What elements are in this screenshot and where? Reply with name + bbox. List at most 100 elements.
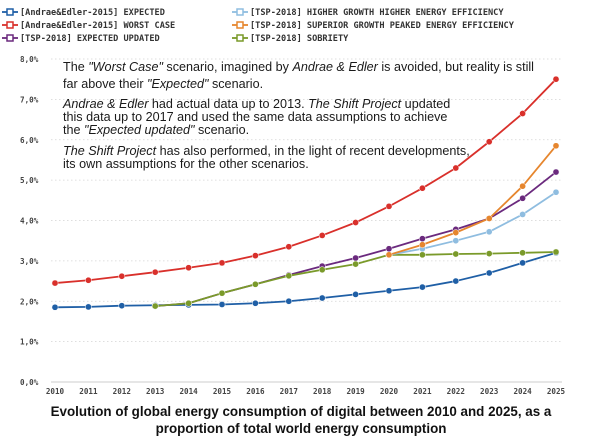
- series-line: [155, 171, 557, 307]
- x-tick-label: 2020: [380, 387, 399, 396]
- x-tick-label: 2013: [146, 387, 165, 396]
- data-point: [452, 164, 460, 172]
- data-point: [419, 251, 426, 259]
- legend-label: [Andrae&Edler-2015] WORST CASE: [20, 21, 175, 31]
- data-point: [185, 264, 192, 272]
- data-point: [519, 211, 526, 218]
- data-point: [519, 259, 526, 267]
- data-point: [252, 299, 259, 307]
- data-point: [552, 248, 560, 256]
- data-point: [419, 241, 426, 249]
- series-line: [54, 78, 557, 284]
- data-point: [151, 268, 159, 276]
- y-tick-label: 1,0%: [20, 338, 39, 347]
- x-tick-label: 2012: [113, 387, 131, 396]
- legend-label: [TSP-2018] SUPERIOR GROWTH PEAKED ENERGY…: [250, 21, 515, 31]
- legend-label: [TSP-2018] EXPECTED UPDATED: [20, 34, 160, 44]
- legend-item: [TSP-2018] HIGHER GROWTH HIGHER ENERGY E…: [232, 8, 504, 18]
- data-point: [385, 287, 393, 295]
- data-point: [519, 249, 526, 257]
- y-tick-label: 5,0%: [20, 176, 39, 185]
- data-point: [51, 279, 59, 287]
- data-point: [385, 245, 393, 253]
- x-tick-label: 2017: [280, 387, 298, 396]
- data-point: [452, 250, 460, 258]
- data-point: [185, 299, 192, 307]
- x-tick-label: 2022: [447, 387, 465, 396]
- legend-item: [TSP-2018] EXPECTED UPDATED: [2, 34, 160, 44]
- data-point: [118, 302, 126, 310]
- series-tsp-2018-superior-growth-peaked-energy-efficiency: [385, 142, 560, 259]
- legend-label: [TSP-2018] HIGHER GROWTH HIGHER ENERGY E…: [250, 8, 504, 18]
- legend-label: [Andrae&Edler-2015] EXPECTED: [20, 8, 165, 18]
- series-andrae-edler-2015-worst-case: [51, 75, 560, 287]
- data-point: [419, 184, 426, 192]
- data-point: [419, 283, 426, 291]
- data-point: [218, 301, 226, 308]
- legend-swatch-marker: [236, 34, 244, 42]
- data-point: [51, 303, 59, 311]
- chart-caption-line-2: proportion of total world energy consump…: [155, 421, 447, 436]
- legend-item: [Andrae&Edler-2015] EXPECTED: [2, 8, 165, 18]
- data-point: [485, 215, 493, 222]
- data-point: [218, 259, 226, 267]
- legend-swatch-marker: [6, 8, 14, 16]
- x-tick-label: 2010: [46, 387, 65, 396]
- legend: [Andrae&Edler-2015] EXPECTED [Andrae&Edle…: [2, 8, 515, 44]
- data-point: [285, 297, 293, 305]
- legend-item: [Andrae&Edler-2015] WORST CASE: [2, 21, 175, 31]
- y-tick-label: 8,0%: [20, 55, 39, 64]
- series-tsp-2018-expected-updated: [151, 168, 560, 310]
- data-point: [85, 276, 92, 284]
- data-point: [552, 168, 560, 176]
- series-line: [54, 251, 557, 309]
- annotation-line: far above their "Expected" scenario.: [63, 77, 263, 91]
- annotation-line: this data up to 2017 and used the same d…: [63, 110, 447, 124]
- x-tick-label: 2025: [547, 387, 566, 396]
- x-tick-label: 2024: [513, 387, 532, 396]
- data-point: [85, 303, 92, 311]
- data-point: [352, 254, 359, 262]
- data-point: [519, 194, 526, 202]
- annotation-text: The "Worst Case" scenario, imagined by A…: [62, 60, 534, 171]
- annotation-line: the "Expected updated" scenario.: [63, 123, 249, 137]
- legend-item: [TSP-2018] SUPERIOR GROWTH PEAKED ENERGY…: [232, 21, 515, 31]
- legend-label: [TSP-2018] SOBRIETY: [250, 34, 349, 44]
- x-tick-label: 2011: [79, 387, 98, 396]
- x-tick-label: 2016: [246, 387, 265, 396]
- annotation-line: its own assumptions for the other scenar…: [63, 157, 309, 171]
- data-point: [252, 280, 259, 288]
- y-tick-label: 7,0%: [20, 95, 39, 104]
- data-point: [519, 182, 526, 190]
- y-axis-ticks: 0,0% 1,0% 2,0% 3,0% 4,0% 5,0% 6,0% 7,0% 8,0%: [20, 55, 39, 387]
- data-point: [485, 250, 493, 257]
- series-line: [388, 145, 557, 256]
- annotation-line: The "Worst Case" scenario, imagined by A…: [63, 60, 534, 74]
- x-tick-label: 2018: [313, 387, 332, 396]
- chart-caption-line-1: Evolution of global energy consumption o…: [50, 404, 552, 419]
- x-tick-label: 2019: [346, 387, 365, 396]
- data-point: [385, 251, 393, 259]
- x-tick-label: 2014: [179, 387, 198, 396]
- annotation-line: The Shift Project has also performed, in…: [63, 144, 470, 158]
- legend-swatch-marker: [6, 21, 14, 29]
- data-point: [485, 269, 493, 277]
- data-point: [485, 228, 493, 236]
- data-point: [318, 266, 326, 274]
- legend-swatch-marker: [236, 21, 244, 29]
- series-line: [388, 191, 557, 256]
- x-tick-label: 2023: [480, 387, 499, 396]
- x-tick-label: 2015: [213, 387, 232, 396]
- y-tick-label: 0,0%: [20, 378, 39, 387]
- x-axis-ticks: 2010 2011 2012 2013 2014 2015 2016 2017 2018 2019…: [46, 387, 566, 396]
- y-tick-label: 2,0%: [20, 297, 39, 306]
- data-point: [552, 75, 560, 83]
- x-tick-label: 2021: [413, 387, 432, 396]
- data-point: [485, 138, 493, 146]
- data-point: [452, 229, 460, 236]
- data-point: [385, 203, 393, 210]
- legend-swatch-marker: [6, 34, 14, 42]
- data-point: [452, 237, 460, 245]
- y-tick-label: 3,0%: [20, 257, 39, 266]
- data-point: [318, 232, 326, 239]
